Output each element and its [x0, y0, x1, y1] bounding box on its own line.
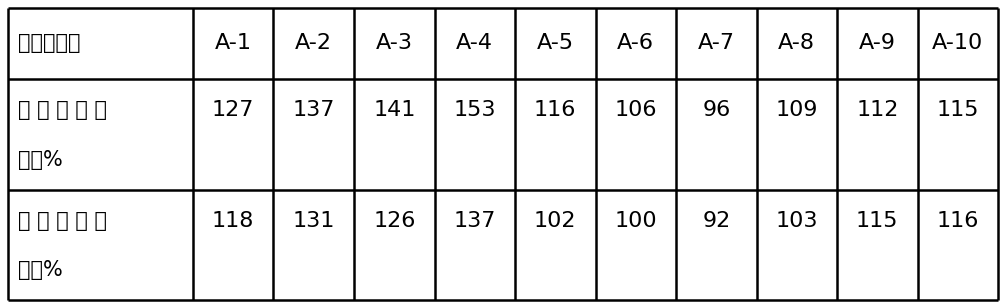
Text: A-5: A-5 [537, 33, 574, 53]
Text: 催化剂编号: 催化剂编号 [18, 33, 80, 53]
Text: 性，%: 性，% [18, 261, 63, 280]
Text: 137: 137 [293, 100, 335, 120]
Text: A-10: A-10 [932, 33, 983, 53]
Text: 126: 126 [373, 211, 415, 231]
Text: 109: 109 [776, 100, 818, 120]
Text: 131: 131 [293, 211, 335, 231]
Text: 118: 118 [212, 211, 254, 231]
Text: 127: 127 [212, 100, 254, 120]
Text: A-1: A-1 [215, 33, 252, 53]
Text: 相 对 脱 氮 活: 相 对 脱 氮 活 [18, 100, 107, 120]
Text: 116: 116 [534, 100, 576, 120]
Text: 115: 115 [937, 100, 979, 120]
Text: 141: 141 [373, 100, 415, 120]
Text: 100: 100 [614, 211, 657, 231]
Text: 96: 96 [702, 100, 730, 120]
Text: 115: 115 [856, 211, 899, 231]
Text: 性，%: 性，% [18, 150, 63, 170]
Text: 116: 116 [937, 211, 979, 231]
Text: A-7: A-7 [698, 33, 735, 53]
Text: A-4: A-4 [456, 33, 493, 53]
Text: 153: 153 [454, 100, 496, 120]
Text: 103: 103 [776, 211, 818, 231]
Text: 相 对 脱 硫 活: 相 对 脱 硫 活 [18, 211, 107, 231]
Text: A-8: A-8 [778, 33, 815, 53]
Text: A-6: A-6 [617, 33, 654, 53]
Text: A-9: A-9 [859, 33, 896, 53]
Text: A-3: A-3 [376, 33, 413, 53]
Text: 102: 102 [534, 211, 576, 231]
Text: 106: 106 [614, 100, 657, 120]
Text: A-2: A-2 [295, 33, 332, 53]
Text: 137: 137 [454, 211, 496, 231]
Text: 92: 92 [702, 211, 730, 231]
Text: 112: 112 [856, 100, 898, 120]
